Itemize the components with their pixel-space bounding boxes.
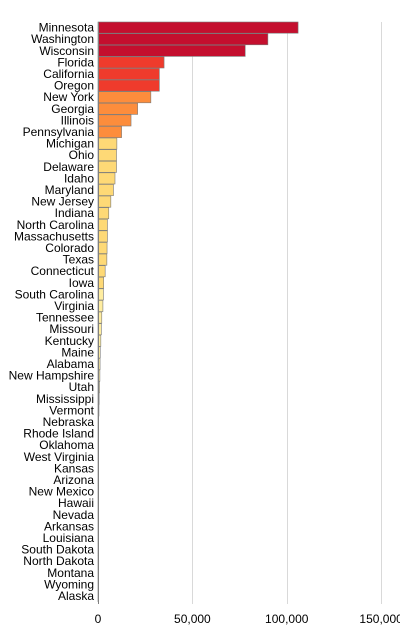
category-label: Minnesota xyxy=(39,21,95,35)
category-label: New Mexico xyxy=(29,485,95,499)
x-tick-label: 100,000 xyxy=(265,612,309,626)
bar-new-york xyxy=(97,91,152,104)
category-label: North Dakota xyxy=(23,554,94,568)
category-label: Kentucky xyxy=(45,334,94,348)
bar-florida xyxy=(97,56,165,69)
bar-massachusetts xyxy=(97,230,108,243)
category-label: Georgia xyxy=(51,102,94,116)
x-tick-label: 0 xyxy=(95,612,102,626)
category-label: Texas xyxy=(63,253,94,267)
bar-new-jersey xyxy=(97,195,112,208)
bar-wisconsin xyxy=(97,44,246,57)
category-label: Montana xyxy=(47,566,94,580)
bar-oregon xyxy=(97,79,160,92)
x-tick-label: 150,000 xyxy=(359,612,400,626)
category-label: Illinois xyxy=(61,113,94,127)
category-labels: MinnesotaWashingtonWisconsinFloridaCalif… xyxy=(9,21,95,603)
category-label: Arizona xyxy=(53,473,94,487)
category-label: Arkansas xyxy=(44,519,94,533)
category-label: Colorado xyxy=(45,241,94,255)
category-label: West Virginia xyxy=(24,450,95,464)
bar-idaho xyxy=(97,172,116,185)
category-label: Utah xyxy=(69,380,94,394)
category-label: Kansas xyxy=(54,461,94,475)
category-label: New Jersey xyxy=(31,195,94,209)
category-label: Iowa xyxy=(69,276,95,290)
gridlines xyxy=(192,22,382,604)
category-label: Virginia xyxy=(54,299,94,313)
category-label: Connecticut xyxy=(31,264,95,278)
category-label: Michigan xyxy=(46,137,94,151)
category-label: Hawaii xyxy=(58,496,94,510)
category-label: Wyoming xyxy=(44,577,94,591)
x-tick-labels: 0 50,000 100,000 150,000 xyxy=(95,612,400,626)
category-label: Washington xyxy=(31,32,94,46)
category-label: Ohio xyxy=(69,148,95,162)
bar-washington xyxy=(97,33,269,46)
category-label: Mississippi xyxy=(36,392,94,406)
category-label: California xyxy=(43,67,94,81)
category-label: South Dakota xyxy=(21,543,94,557)
category-label: Idaho xyxy=(64,171,94,185)
bar-georgia xyxy=(97,102,138,115)
category-label: Nevada xyxy=(53,508,95,522)
bars xyxy=(97,21,299,602)
category-label: Florida xyxy=(57,55,94,69)
category-label: Pennsylvania xyxy=(23,125,95,139)
category-label: Maryland xyxy=(45,183,94,197)
bar-indiana xyxy=(97,207,110,220)
category-label: Tennessee xyxy=(36,311,94,325)
category-label: North Carolina xyxy=(17,218,95,232)
category-label: Missouri xyxy=(49,322,94,336)
category-label: Maine xyxy=(61,345,94,359)
category-label: Alabama xyxy=(47,357,95,371)
category-label: Oklahoma xyxy=(39,438,94,452)
bar-ohio xyxy=(97,149,117,162)
bar-delaware xyxy=(97,160,117,173)
category-label: New Hampshire xyxy=(9,369,95,383)
bar-colorado xyxy=(97,242,108,254)
category-label: Delaware xyxy=(43,160,94,174)
category-label: Wisconsin xyxy=(39,44,94,58)
category-label: Indiana xyxy=(55,206,95,220)
category-label: Louisiana xyxy=(43,531,95,545)
bar-texas xyxy=(97,253,108,266)
x-tick-label: 50,000 xyxy=(174,612,211,626)
category-label: Vermont xyxy=(49,403,94,417)
category-label: New York xyxy=(43,90,95,104)
bar-illinois xyxy=(97,114,132,127)
category-label: Massachusetts xyxy=(14,229,94,243)
category-label: Oregon xyxy=(54,79,94,93)
bar-connecticut xyxy=(97,265,106,278)
bar-minnesota xyxy=(97,21,299,34)
category-label: Nebraska xyxy=(43,415,95,429)
category-label: South Carolina xyxy=(15,287,95,301)
category-label: Alaska xyxy=(58,589,94,603)
bar-pennsylvania xyxy=(97,126,122,138)
bar-maryland xyxy=(97,184,114,196)
bar-michigan xyxy=(97,137,118,150)
bar-california xyxy=(97,68,160,80)
bar-north-carolina xyxy=(97,218,108,231)
category-label: Rhode Island xyxy=(23,427,94,441)
